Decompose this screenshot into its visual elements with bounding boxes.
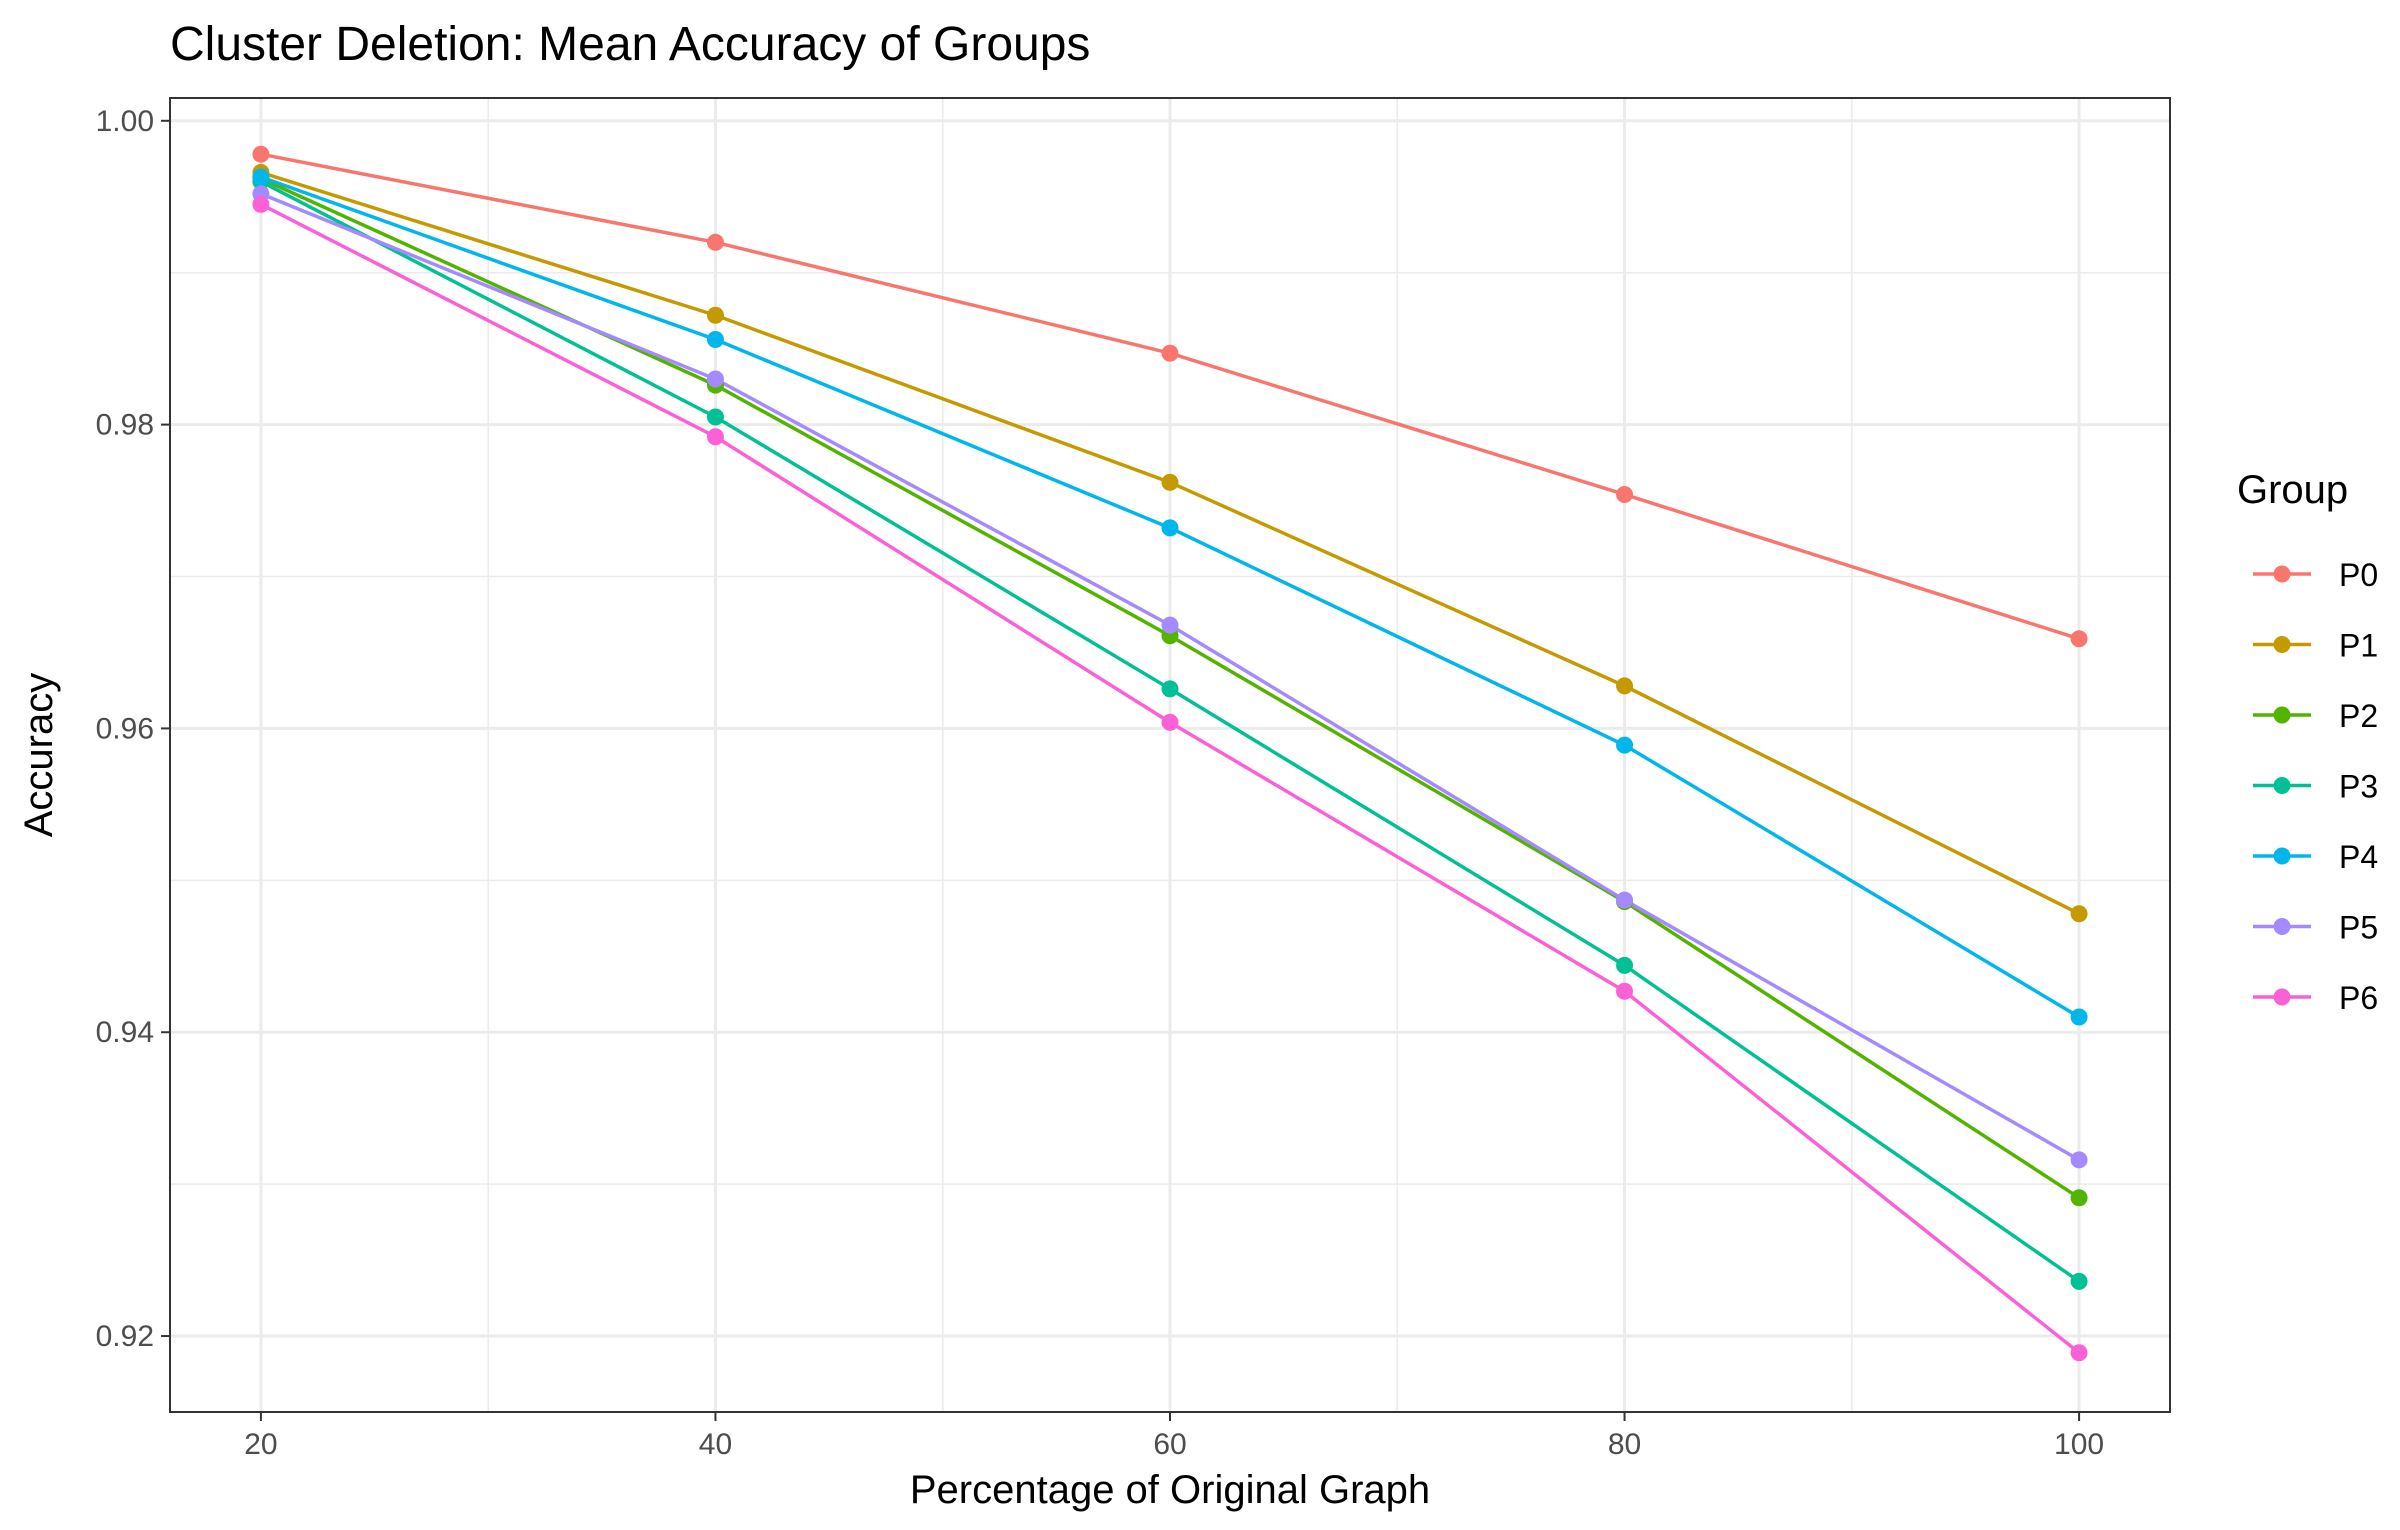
data-point-p6	[1616, 982, 1634, 1000]
legend-key-point	[2273, 918, 2291, 935]
data-point-p5	[1161, 616, 1179, 634]
data-point-p0	[1616, 485, 1634, 503]
data-point-p3	[706, 408, 724, 426]
x-tick-label: 20	[244, 1428, 277, 1461]
grid	[170, 98, 2170, 1412]
data-point-p1	[706, 306, 724, 324]
x-axis-title: Percentage of Original Graph	[910, 1468, 1430, 1512]
data-point-p1	[2070, 905, 2088, 923]
legend-title: Group	[2237, 468, 2348, 512]
legend-label: P4	[2339, 839, 2378, 875]
y-axis-title: Accuracy	[17, 673, 61, 838]
data-point-p4	[2070, 1008, 2088, 1026]
legend-key-point	[2273, 847, 2291, 865]
data-point-p6	[706, 428, 724, 446]
y-axis: 0.92 0.94 0.96 0.98 1.00	[96, 105, 170, 1353]
data-point-p4	[1161, 519, 1179, 537]
x-tick-label: 60	[1153, 1428, 1186, 1461]
data-point-p4	[252, 168, 270, 186]
data-point-p4	[1616, 736, 1634, 754]
data-point-p4	[706, 331, 724, 349]
series-group	[252, 145, 2088, 1362]
data-point-p2	[2070, 1189, 2088, 1207]
legend-key-point	[2273, 777, 2291, 794]
data-point-p6	[2070, 1344, 2088, 1362]
data-point-p0	[1161, 344, 1179, 362]
legend-label: P1	[2339, 628, 2378, 664]
x-tick-label: 40	[699, 1428, 732, 1461]
data-point-p5	[1616, 891, 1634, 909]
legend-key-point	[2273, 988, 2291, 1006]
data-point-p1	[1616, 677, 1634, 695]
legend: Group P0 P1 P2 P3 P4 P5 P6	[2237, 468, 2378, 1016]
y-tick-label: 1.00	[96, 105, 154, 138]
data-point-p0	[252, 145, 270, 163]
x-axis: 20 40 60 80 100	[244, 1412, 2104, 1461]
legend-key-point	[2273, 706, 2291, 724]
legend-label: P5	[2339, 910, 2378, 946]
data-point-p6	[252, 195, 270, 213]
legend-key-point	[2273, 565, 2291, 583]
x-tick-label: 80	[1608, 1428, 1641, 1461]
legend-label: P3	[2339, 769, 2378, 805]
data-point-p6	[1161, 713, 1179, 731]
data-point-p1	[1161, 473, 1179, 491]
legend-label: P2	[2339, 698, 2378, 734]
y-tick-label: 0.92	[96, 1320, 154, 1353]
data-point-p5	[2070, 1151, 2088, 1169]
legend-label: P0	[2339, 557, 2378, 593]
data-point-p3	[1616, 956, 1634, 974]
y-tick-label: 0.96	[96, 712, 154, 745]
data-point-p3	[1161, 680, 1179, 698]
data-point-p3	[2070, 1272, 2088, 1290]
legend-key-point	[2273, 636, 2291, 653]
y-tick-label: 0.94	[96, 1016, 154, 1049]
data-point-p0	[2070, 630, 2088, 648]
data-point-p5	[706, 370, 724, 388]
legend-label: P6	[2339, 980, 2378, 1016]
chart-title: Cluster Deletion: Mean Accuracy of Group…	[170, 18, 1090, 71]
y-tick-label: 0.98	[96, 409, 154, 442]
data-point-p0	[706, 233, 724, 251]
x-tick-label: 100	[2054, 1428, 2104, 1461]
